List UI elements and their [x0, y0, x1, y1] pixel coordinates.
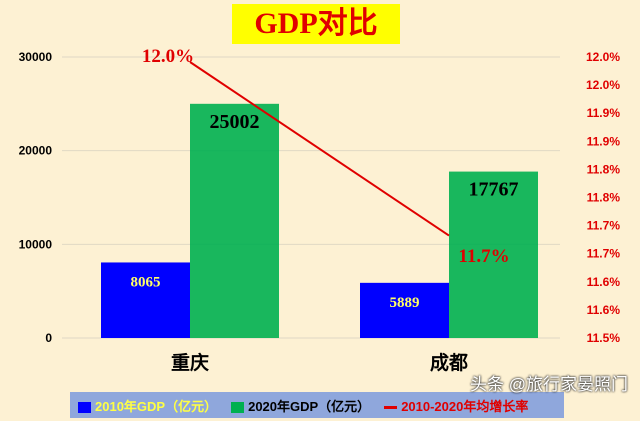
y2-tick-label: 12.0%	[586, 50, 620, 64]
legend: 2010年GDP（亿元） 2020年GDP（亿元） 2010-2020年均增长率	[70, 392, 564, 418]
legend-swatch-2010	[78, 401, 91, 413]
legend-item-2010: 2010年GDP（亿元）	[78, 396, 217, 415]
legend-swatch-growth	[384, 405, 398, 409]
y2-tick-label: 11.9%	[587, 106, 621, 120]
data-label: 25002	[210, 111, 260, 133]
legend-item-growth: 2010-2020年均增长率	[384, 396, 528, 415]
y-tick-label: 10000	[19, 237, 53, 251]
y2-tick-label: 11.7%	[587, 247, 621, 261]
data-label: 17767	[469, 179, 519, 201]
watermark: 头条 @旅行家晏照门	[470, 375, 628, 394]
y2-tick-label: 11.9%	[587, 134, 621, 148]
y-tick-label: 30000	[19, 50, 53, 64]
y-tick-label: 0	[45, 331, 52, 345]
legend-label-growth: 2010-2020年均增长率	[401, 398, 529, 414]
legend-label-2010: 2010年GDP（亿元）	[95, 398, 218, 414]
data-label: 5889	[390, 295, 420, 311]
y2-tick-label: 11.6%	[587, 275, 621, 289]
legend-label-2020: 2020年GDP（亿元）	[248, 398, 371, 414]
x-tick-label: 成都	[430, 351, 468, 374]
y2-tick-label: 11.6%	[587, 303, 621, 317]
chart-title: GDP对比	[232, 4, 400, 44]
line-label: 11.7%	[458, 246, 509, 267]
bar	[101, 262, 190, 338]
y2-tick-label: 11.8%	[587, 191, 621, 205]
y2-tick-label: 11.8%	[587, 162, 621, 176]
line-label: 12.0%	[142, 46, 194, 67]
y-tick-label: 20000	[19, 144, 53, 158]
legend-swatch-2020	[231, 401, 245, 413]
y2-tick-label: 11.5%	[587, 331, 621, 345]
growth-line	[189, 61, 450, 237]
data-label: 8065	[131, 274, 161, 290]
bar	[449, 171, 538, 338]
x-tick-label: 重庆	[171, 351, 209, 374]
bar	[190, 103, 279, 338]
bar	[360, 282, 449, 338]
y2-tick-label: 11.7%	[587, 219, 621, 233]
y2-tick-label: 12.0%	[586, 78, 620, 92]
legend-item-2020: 2020年GDP（亿元）	[231, 396, 370, 415]
